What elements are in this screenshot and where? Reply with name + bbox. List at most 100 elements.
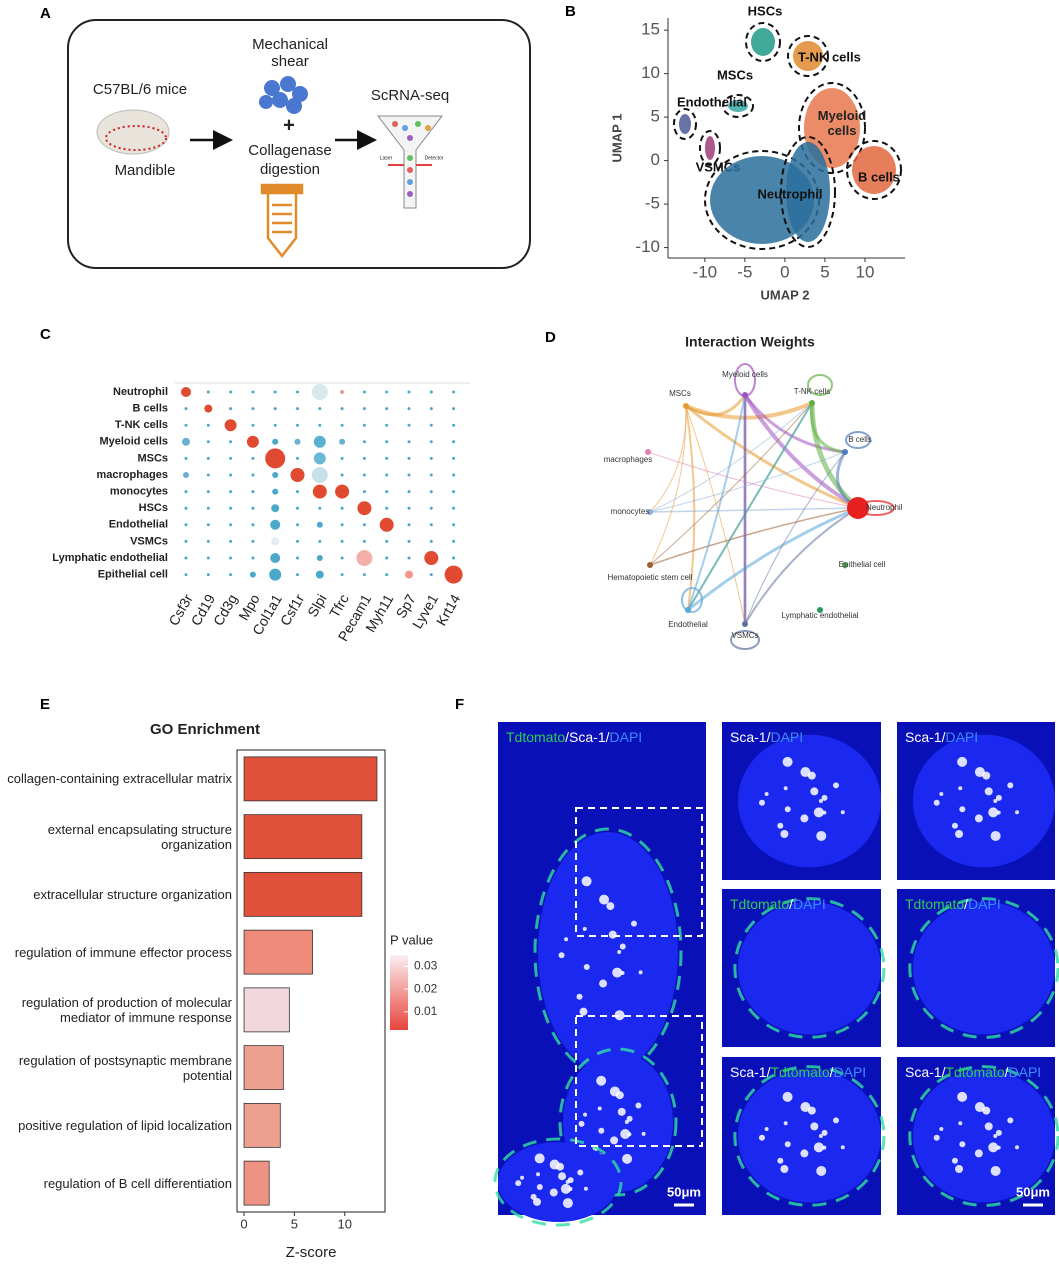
expression-dot [251,556,255,560]
expression-dot [385,539,389,543]
channel-name: Sca-1/ [905,1064,946,1080]
signal [783,786,788,791]
tissue [498,1142,618,1222]
expression-dot [316,555,323,561]
expression-dot [271,537,280,546]
cluster-outline [787,35,829,77]
signal [596,1075,607,1086]
legend-tick-label: 0.02 [414,981,438,995]
tissue [737,901,881,1035]
legend-title: P value [390,932,433,947]
signal [995,1129,1002,1136]
channel-name: /Sca-1/ [565,729,609,745]
expression-dot [318,506,322,510]
cluster-outline [745,22,781,62]
expression-dot [429,456,433,460]
signal [951,1157,958,1164]
expression-dot [362,407,366,411]
schematic-text: Mandible [115,162,176,179]
expression-dot [452,556,456,560]
expression-dot [385,556,389,560]
expression-dot [452,490,456,494]
expression-dot [229,440,233,444]
signal [990,830,1001,841]
expression-dot [251,390,255,394]
inset-box [575,807,703,937]
expression-dot [183,472,189,478]
schematic-text: shear [271,53,309,70]
signal [612,967,623,978]
y-tick-label: 0 [651,150,660,169]
node [647,562,653,568]
channel-name: Tdtomato [730,896,789,912]
micrograph: Sca-1/DAPI [897,722,1055,880]
chart-title: Interaction Weights [685,334,815,350]
expression-dot [296,407,299,411]
tissue [538,832,678,1072]
expression-dot [272,438,279,445]
signal [777,822,784,829]
signal [955,1164,964,1173]
expression-dot [340,456,344,460]
signal [782,756,793,767]
signal [758,799,765,806]
expression-dot [251,423,255,427]
expression-dot [340,423,344,427]
expression-dot [385,490,389,494]
edge [649,451,846,513]
node-label: Epithelial cell [839,560,886,569]
row-label: Endothelial [109,519,168,531]
expression-dot [452,506,456,510]
tissue [912,1069,1055,1203]
tissue [912,901,1055,1035]
signal [974,814,983,823]
edge [744,507,859,625]
signal [800,1102,811,1113]
channel-name: Sca-1/ [730,729,771,745]
expression-dot [296,390,299,394]
expression-dot [184,490,188,494]
expression-dot [318,407,322,411]
expression-dot [407,456,411,460]
expression-dot [452,523,456,527]
node [817,607,823,613]
expression-dot [206,473,210,477]
channel-name: DAPI [968,896,1001,912]
color-bar [390,955,408,1030]
node [842,449,848,455]
scale-bar-label: 50μm [667,1184,701,1199]
row-label: Lymphatic endothelial [52,552,168,564]
channel-label: Sca-1/Tdtomato/DAPI [730,1064,866,1080]
edge [810,402,846,454]
row-label: monocytes [110,486,168,498]
expression-dot [269,568,282,581]
expression-dot [313,452,326,465]
tissue [737,734,881,868]
signal [617,950,622,954]
x-axis-title: Z-score [286,1244,337,1261]
expression-dot [429,523,433,527]
expression-dot [296,556,299,560]
x-tick-label: 0 [780,262,789,281]
expression-dot [385,473,389,477]
expression-dot [429,539,433,543]
expression-dot [315,570,324,579]
signal [626,1115,633,1122]
expression-dot [340,556,344,560]
signal [638,970,643,975]
expression-dot [251,473,255,477]
edge [687,506,859,612]
expression-dot [206,573,210,577]
expression-dot [452,539,456,543]
edge [649,507,859,566]
signal [810,787,819,796]
signal [608,930,617,939]
cluster-outline [780,136,836,248]
expression-dot [340,407,344,411]
expression-dot [296,523,299,527]
x-tick-label: 5 [291,1216,298,1231]
y-tick-label: regulation of B cell differentiation [43,1175,232,1191]
legend-tick-label: 0.01 [414,1004,438,1018]
signal [974,1102,985,1113]
expression-dot [311,467,328,483]
